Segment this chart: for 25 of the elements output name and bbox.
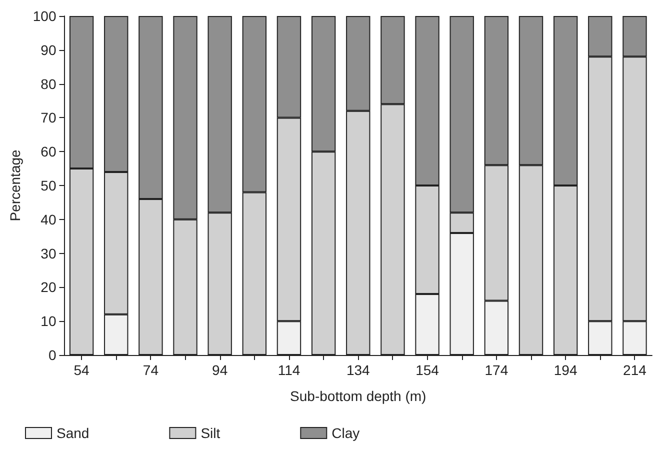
x-tick-label: 194 [554,362,578,378]
x-tick-label: 114 [278,362,300,378]
x-tick-label: 74 [142,362,159,378]
y-tick-label: 90 [40,42,56,58]
y-axis-title: Percentage [7,149,23,222]
y-tick-label: 20 [40,279,56,296]
legend-label: Silt [200,425,220,441]
legend-label: Sand [56,425,90,441]
y-tick-label: 80 [40,76,56,92]
y-tick-label: 60 [40,144,56,160]
x-tick-label: 54 [74,362,90,378]
x-axis-title: Sub-bottom depth (m) [290,388,426,404]
y-tick-label: 70 [40,110,56,126]
legend-label: Clay [332,425,360,441]
y-tick-label: 40 [40,211,56,228]
y-tick-label: 10 [40,313,56,330]
x-tick-label: 94 [212,362,228,378]
y-tick-label: 30 [40,245,56,262]
y-tick-label: 50 [40,178,56,194]
x-tick-label: 134 [346,362,370,378]
y-tick-label: 0 [48,347,56,363]
x-tick-label: 214 [623,362,647,378]
x-tick-label: 174 [484,362,508,378]
y-tick-label: 100 [32,8,56,24]
x-tick-label: 154 [416,362,440,378]
